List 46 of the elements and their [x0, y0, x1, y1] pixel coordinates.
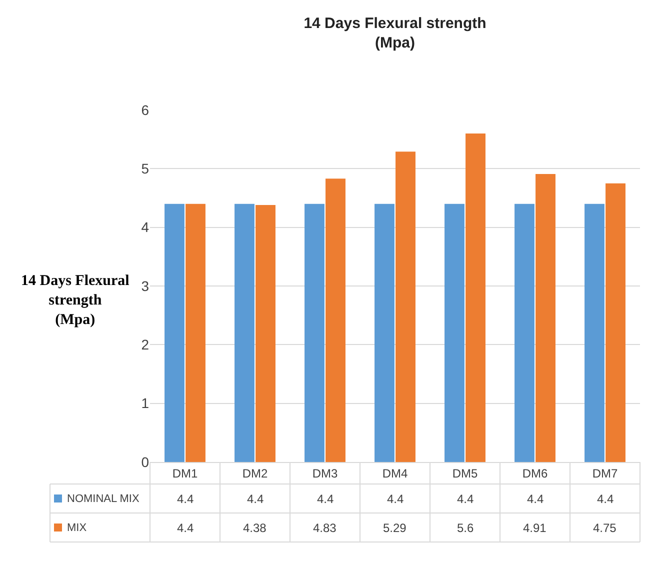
bar [304, 204, 324, 462]
y-tick-label: 2 [141, 336, 150, 353]
bar [514, 204, 534, 462]
data-label: 4.4 [177, 492, 194, 506]
data-label: 4.4 [597, 492, 614, 506]
bar [186, 204, 206, 462]
data-label: 4.4 [177, 521, 194, 535]
data-label: 5.29 [383, 521, 407, 535]
x-tick-label: DM4 [382, 466, 408, 480]
data-label: 4.4 [457, 492, 474, 506]
bar [396, 152, 416, 462]
y-tick-label: 5 [141, 160, 150, 177]
x-tick-label: DM5 [452, 466, 478, 480]
y-tick-label: 3 [141, 278, 150, 294]
y-axis-title: 14 Days Flexural strength (Mpa) [21, 273, 130, 328]
data-label: 4.4 [527, 492, 544, 506]
data-label: 4.4 [247, 492, 264, 506]
bar [256, 205, 276, 462]
bar [606, 183, 626, 462]
x-tick-label: DM7 [592, 466, 618, 480]
x-tick-label: DM3 [312, 466, 338, 480]
data-label: 4.4 [317, 492, 334, 506]
y-tick-label: 6 [141, 102, 150, 118]
legend-label: MIX [67, 522, 88, 534]
bar [466, 133, 486, 462]
y-tick-label: 0 [141, 454, 150, 470]
data-label: 4.75 [593, 521, 617, 535]
bar [234, 204, 254, 462]
bar [584, 204, 604, 462]
bar [326, 178, 346, 462]
bar [374, 204, 394, 462]
data-label: 4.83 [313, 521, 337, 535]
x-tick-label: DM2 [242, 466, 268, 480]
data-label: 4.4 [387, 492, 404, 506]
chart-title: 14 Days Flexural strength (Mpa) [304, 15, 486, 52]
data-label: 4.38 [243, 521, 267, 535]
y-tick-label: 4 [141, 219, 150, 236]
bar [444, 204, 464, 462]
y-tick-label: 1 [141, 395, 150, 412]
x-tick-label: DM6 [522, 466, 548, 480]
data-label: 4.91 [523, 521, 547, 535]
x-tick-label: DM1 [172, 466, 198, 480]
legend-label: NOMINAL MIX [67, 493, 140, 505]
bar [536, 174, 556, 462]
bar [164, 204, 184, 462]
data-label: 5.6 [457, 521, 474, 535]
